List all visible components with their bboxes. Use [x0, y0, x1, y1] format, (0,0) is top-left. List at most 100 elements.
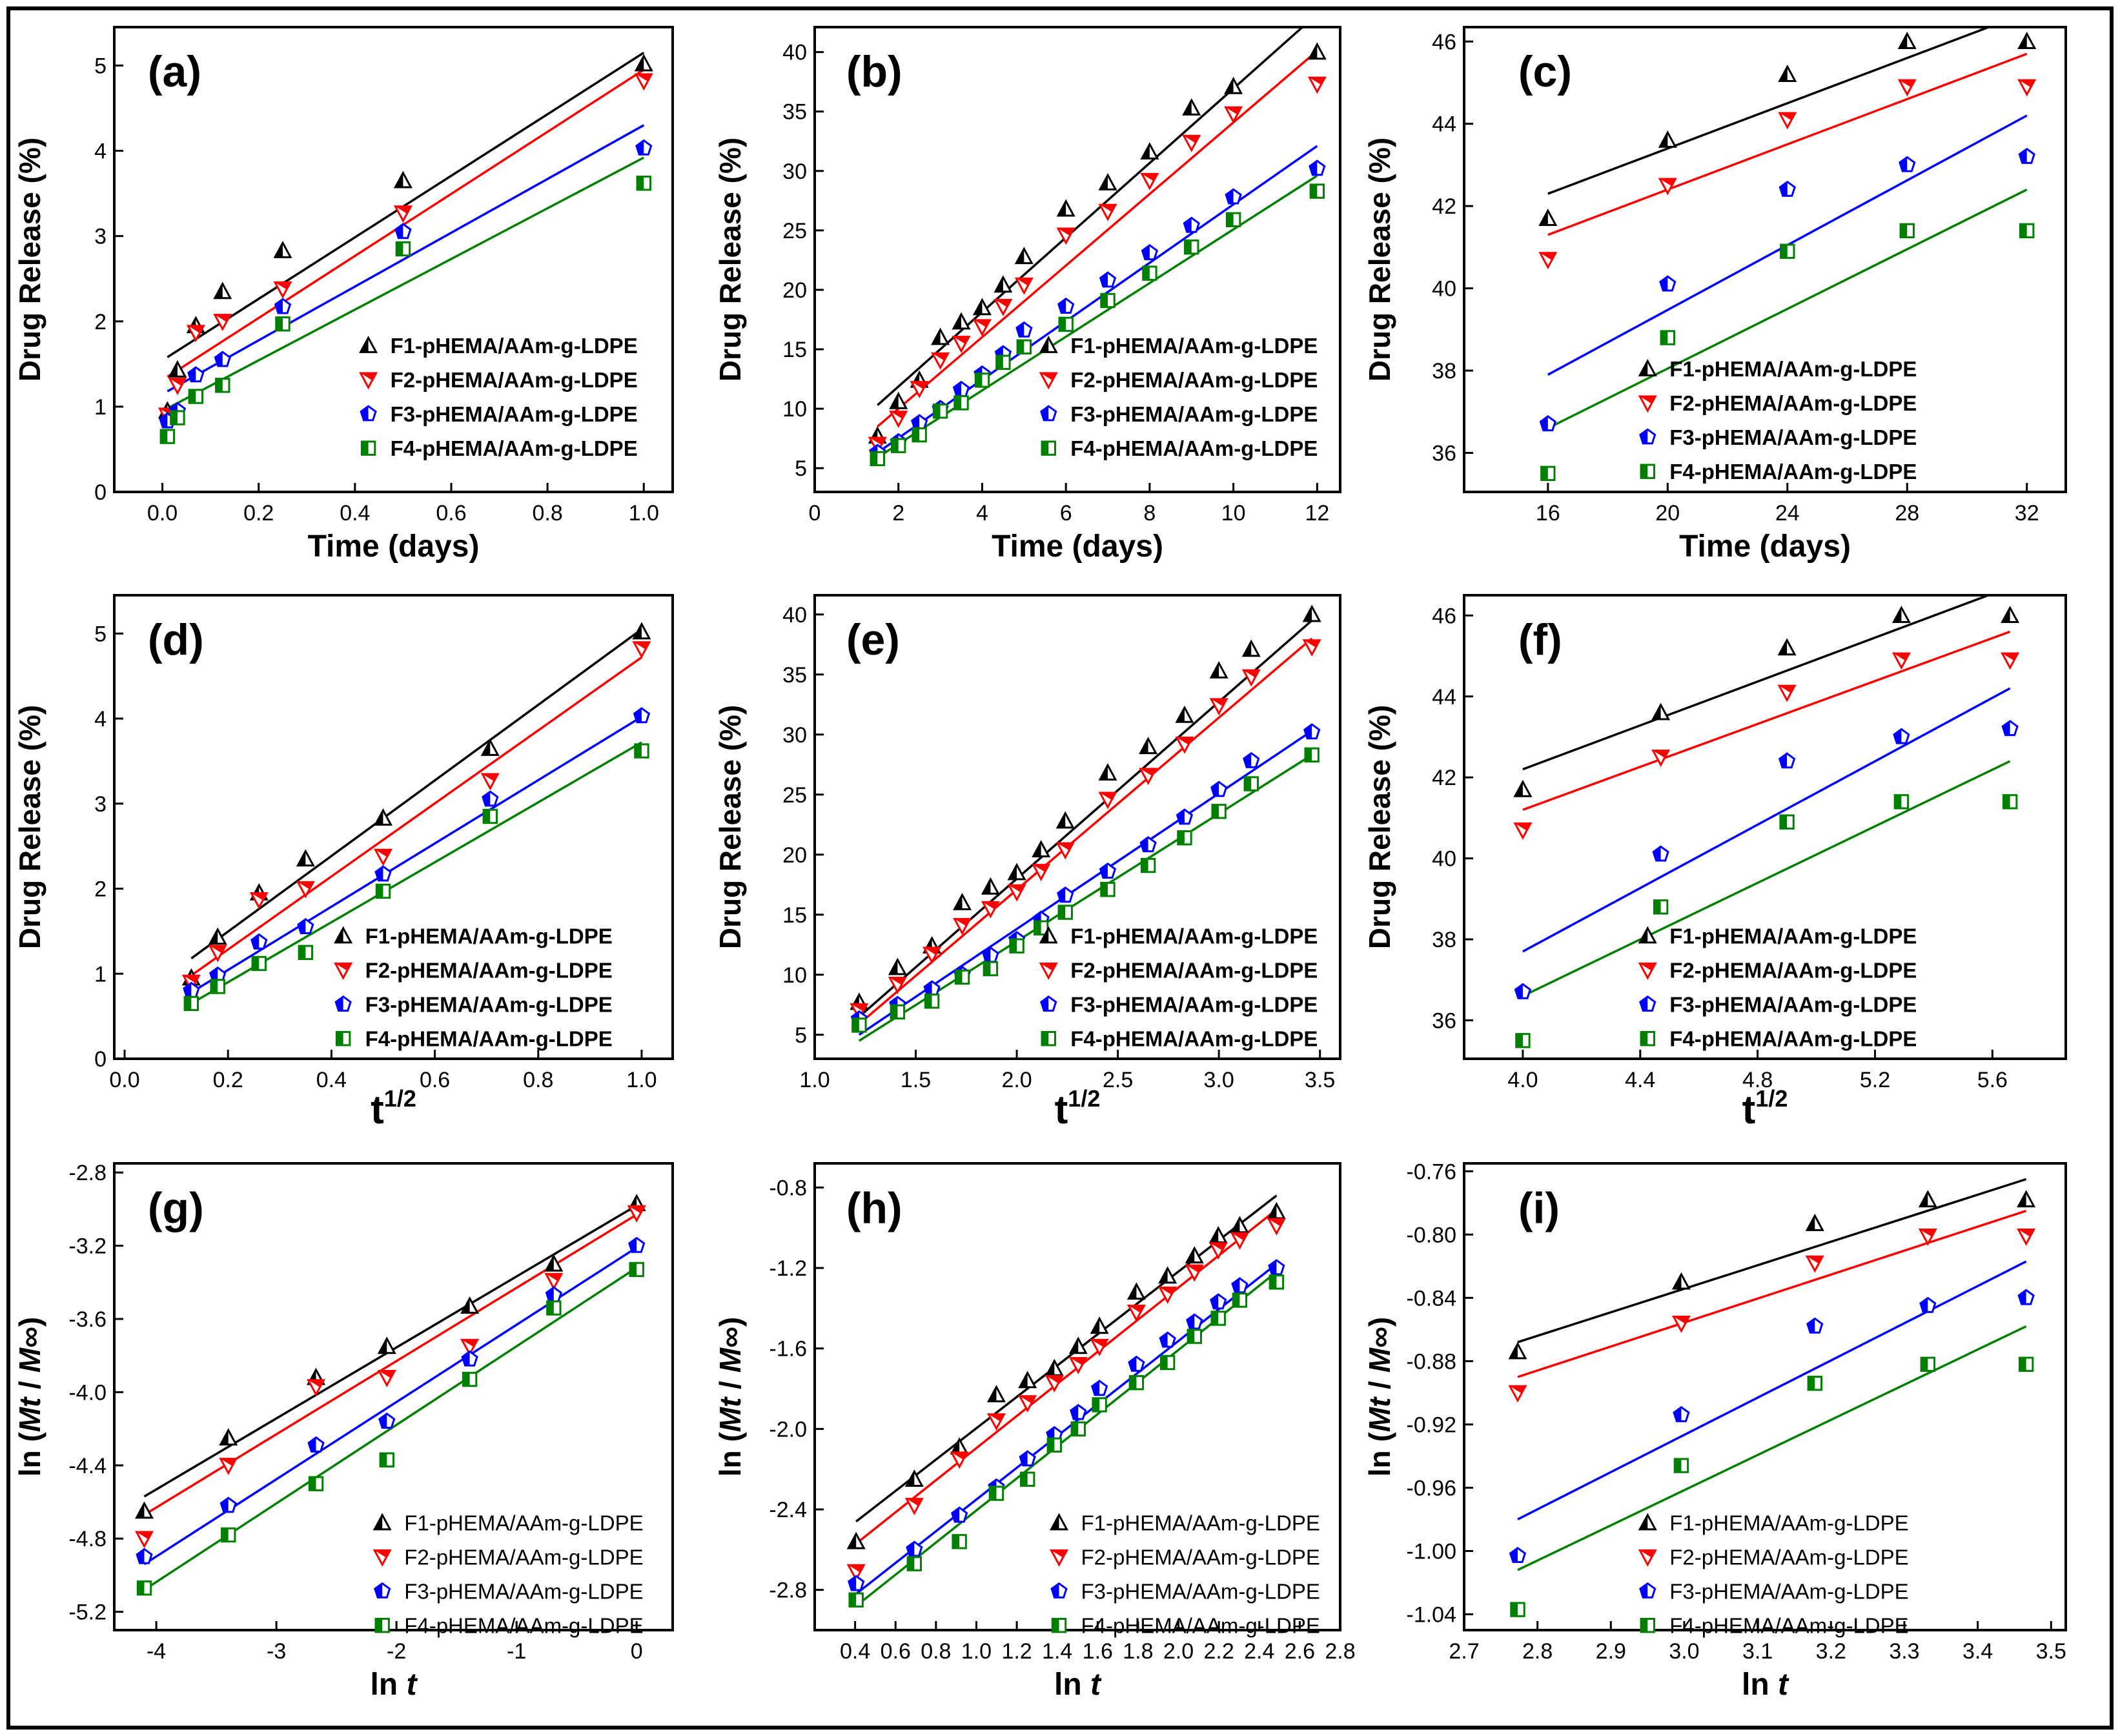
legend-label-f3: F3-pHEMA/AAm-g-LDPE [1070, 993, 1318, 1017]
data-point [1673, 1458, 1689, 1473]
x-tick-label: 2.4 [1244, 1639, 1274, 1664]
data-point [1098, 173, 1117, 190]
data-point [1139, 737, 1158, 755]
data-point [1268, 1259, 1285, 1276]
data-point [1158, 1286, 1177, 1304]
data-point [1070, 1404, 1087, 1420]
y-tick-label: 15 [782, 903, 807, 928]
data-point [1514, 983, 1532, 999]
legend-label-f2: F2-pHEMA/AAm-g-LDPE [1669, 959, 1917, 983]
y-tick-label: 40 [782, 41, 807, 65]
series-f2-points [846, 1218, 1286, 1582]
x-tick-label: -3 [267, 1639, 286, 1664]
x-tick-label: 20 [1655, 501, 1680, 526]
fit-line-f4 [855, 1271, 1278, 1607]
data-point [1015, 321, 1033, 338]
legend-label-f2: F2-pHEMA/AAm-g-LDPE [391, 368, 638, 392]
data-point [460, 1296, 480, 1314]
y-tick-label: 5 [94, 622, 107, 646]
x-tick-label: 2.8 [1522, 1639, 1553, 1664]
x-tick-label: 2.8 [1325, 1639, 1355, 1664]
series-f1-points [850, 604, 1321, 1010]
x-tick-label: 6 [1060, 501, 1072, 526]
data-point [213, 281, 232, 300]
chart-panel-g: -4 -3 -2 -1 0 -2.8 -3.2 -3.6 -4.0 -4.4 -4.8 -5.2 ln … [13, 1161, 674, 1702]
x-tick-label: 1.2 [1001, 1639, 1032, 1664]
data-point [1807, 1375, 1822, 1391]
legend-label-f1: F1-pHEMA/AAm-g-LDPE [391, 334, 638, 358]
data-point [2017, 79, 2037, 97]
legend-marker-f3 [1040, 995, 1057, 1012]
y-tick-label: 30 [782, 723, 807, 748]
series-f3-points [136, 1236, 646, 1564]
series-f4-points [851, 747, 1320, 1033]
plot-frame [113, 1162, 674, 1631]
data-point [1099, 271, 1117, 288]
data-point [1175, 736, 1194, 754]
panel-label: (a) [148, 47, 201, 96]
fit-line-f4 [143, 1267, 638, 1591]
data-point [1128, 1374, 1145, 1391]
x-tick-label: 10 [1221, 501, 1246, 526]
data-point [1513, 779, 1533, 797]
fit-line-f3 [190, 715, 642, 994]
data-point [636, 176, 651, 191]
data-point [296, 881, 315, 899]
chart-panel-a: 0.0 0.2 0.4 0.6 0.8 1.0 0 1 2 3 4 5 Time (days) Drug … [13, 26, 674, 564]
fit-line-f1 [167, 52, 645, 358]
data-point [1098, 203, 1117, 221]
series-f3-points [1509, 1289, 2035, 1564]
fit-line-f2 [1547, 52, 2028, 236]
data-point [136, 1547, 153, 1564]
fit-line-f2 [143, 1213, 638, 1516]
data-point [1210, 1293, 1227, 1310]
data-point [1092, 1397, 1107, 1413]
data-point [1805, 1213, 1824, 1231]
legend: F1-pHEMA/AAm-g-LDPE F2-pHEMA/AAm-g-LDPE F3… [1039, 924, 1318, 1051]
x-tick-label: 1.5 [901, 1068, 931, 1092]
data-point [1779, 180, 1796, 197]
data-point [1140, 857, 1156, 873]
data-point [1309, 159, 1326, 176]
data-point [219, 1496, 237, 1513]
data-point [1777, 684, 1797, 702]
data-point [1014, 277, 1034, 295]
data-point [273, 281, 292, 299]
data-point [972, 298, 992, 316]
series-f2-points [181, 641, 651, 992]
data-point [1891, 606, 1911, 624]
y-tick-label: -2.8 [68, 1161, 107, 1185]
data-point [1098, 763, 1117, 781]
chart-panel-f: 4.0 4.4 4.8 5.2 5.6 36 38 40 42 44 46 t1/2 Drug Rele… [1363, 594, 2067, 1132]
legend-label-f3: F3-pHEMA/AAm-g-LDPE [404, 1580, 643, 1604]
y-tick-label: 20 [782, 843, 807, 868]
x-tick-label: 0.8 [921, 1639, 951, 1664]
data-point [134, 1501, 154, 1519]
data-point [462, 1371, 478, 1387]
y-axis-label: Drug Release (%) [13, 138, 46, 382]
data-point [2002, 794, 2018, 810]
x-tick-label: 2 [892, 501, 904, 526]
legend-marker-f2 [1638, 1549, 1657, 1567]
data-point [1920, 1356, 1936, 1372]
data-point [952, 312, 971, 330]
x-tick-label: 3.5 [1305, 1068, 1335, 1092]
legend-marker-f4 [1640, 1031, 1655, 1047]
data-point [1018, 1395, 1037, 1413]
data-point [986, 1385, 1006, 1403]
series-f1-points [1508, 1190, 2036, 1360]
legend-marker-f2 [372, 1549, 392, 1567]
data-point [1007, 884, 1026, 902]
series-f4-points [183, 743, 649, 1012]
legend-label-f2: F2-pHEMA/AAm-g-LDPE [1070, 368, 1318, 392]
data-point [1673, 1405, 1690, 1422]
fit-line-f3 [855, 1263, 1278, 1595]
legend-label-f2: F2-pHEMA/AAm-g-LDPE [1081, 1546, 1320, 1569]
data-point [1128, 1355, 1145, 1372]
series-f2-points [1508, 1229, 2036, 1403]
legend-label-f1: F1-pHEMA/AAm-g-LDPE [1081, 1511, 1320, 1535]
fit-line-f1 [1547, 27, 1992, 195]
legend-marker-f2 [1638, 963, 1657, 980]
data-point [1140, 142, 1159, 160]
data-point [1055, 842, 1075, 860]
